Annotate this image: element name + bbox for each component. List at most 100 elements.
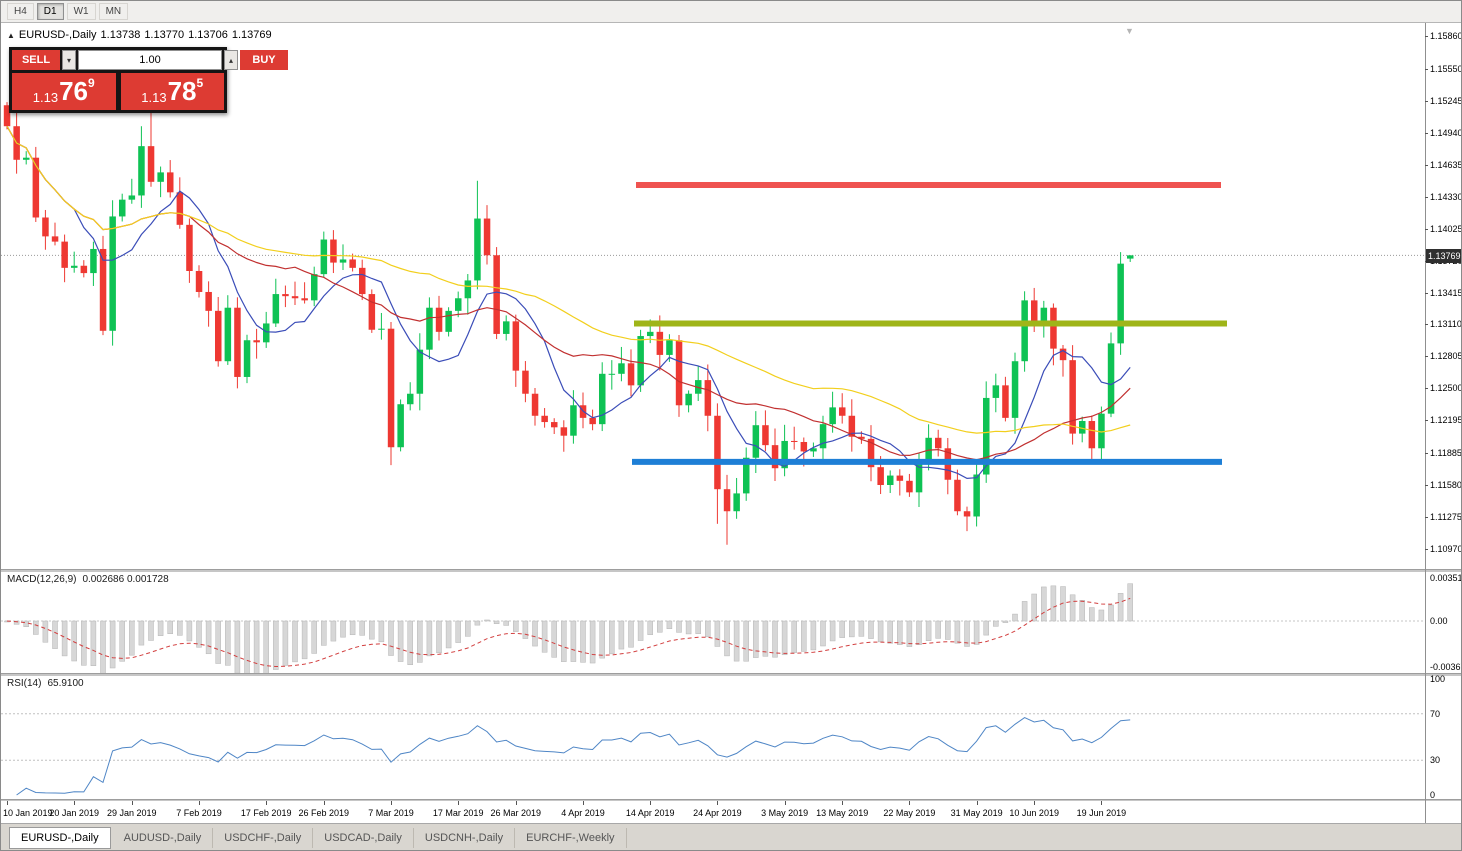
date-tick — [131, 801, 133, 805]
macd-axis-label: 0.00 — [1430, 616, 1448, 626]
chart-tab-audusd[interactable]: AUDUSD-,Daily — [113, 828, 214, 848]
price-axis-label: 1.12500 — [1430, 383, 1462, 394]
chart-tab-usdcnh[interactable]: USDCNH-,Daily — [414, 828, 516, 848]
price-chart-canvas[interactable] — [1, 25, 1425, 569]
ohlc-open: 1.13738 — [100, 29, 141, 41]
timeframe-toolbar: H4 D1 W1 MN — [1, 1, 1461, 23]
date-tick — [7, 801, 8, 805]
macd-axis-label: -0.00367 — [1430, 662, 1462, 672]
chart-tab-usdchf[interactable]: USDCHF-,Daily — [213, 828, 314, 848]
rsi-value: 65.9100 — [47, 678, 84, 689]
date-tick — [266, 801, 268, 805]
macd-axis-label: 0.003518 — [1430, 573, 1461, 583]
chart-tabs-bar: EURUSD-,Daily AUDUSD-,Daily USDCHF-,Daily U… — [1, 823, 1461, 850]
chart-tab-eurusd[interactable]: EURUSD-,Daily — [9, 827, 111, 849]
date-tick — [1101, 801, 1103, 805]
timeframe-button-d1[interactable]: D1 — [36, 3, 64, 20]
chart-tab-usdcad[interactable]: USDCAD-,Daily — [313, 828, 414, 848]
buy-price-sup: 5 — [196, 76, 204, 90]
date-axis-label: 19 Jun 2019 — [1076, 808, 1127, 818]
date-axis-label: 4 Apr 2019 — [561, 808, 605, 818]
price-tick — [1425, 196, 1428, 198]
date-tick — [583, 801, 584, 805]
date-tick — [1034, 801, 1036, 805]
date-tick — [323, 801, 325, 805]
ohlc-high: 1.13770 — [144, 29, 185, 41]
timeframe-button-w1[interactable]: W1 — [66, 3, 96, 20]
date-axis-label: 17 Mar 2019 — [432, 808, 484, 818]
price-tick — [1425, 68, 1428, 70]
macd-panel-canvas[interactable] — [1, 571, 1425, 673]
buy-price-prefix: 1.13 — [141, 90, 167, 105]
title-marker-icon: ▲ — [7, 31, 15, 40]
date-axis-label: 10 Jan 2019 — [3, 808, 53, 818]
date-axis-label: 31 May 2019 — [950, 808, 1003, 818]
price-tick — [1425, 549, 1428, 550]
price-axis-label: 1.11580 — [1430, 480, 1462, 490]
price-axis-label: 1.13110 — [1430, 319, 1462, 330]
price-axis-label: 1.14940 — [1430, 127, 1462, 138]
price-tick — [1425, 100, 1428, 102]
price-axis-label: 1.13415 — [1430, 287, 1462, 298]
rsi-label: RSI(14) 65.9100 — [7, 678, 90, 689]
rsi-axis-label: 100 — [1430, 674, 1446, 684]
price-tick — [1425, 517, 1428, 518]
chart-shift-icon[interactable]: ▼ — [1125, 26, 1134, 36]
date-axis-label: 7 Mar 2019 — [368, 808, 414, 818]
date-tick — [976, 801, 978, 805]
price-axis-label: 1.11275 — [1430, 512, 1462, 522]
price-tick — [1425, 420, 1428, 422]
buy-button[interactable]: BUY — [240, 50, 288, 70]
price-tick — [1425, 453, 1428, 454]
date-tick — [909, 801, 911, 805]
macd-label: MACD(12,26,9) 0.002686 0.001728 — [7, 574, 175, 585]
ohlc-low: 1.13706 — [188, 29, 228, 41]
rsi-panel-canvas[interactable] — [1, 675, 1425, 799]
chart-tab-eurchf[interactable]: EURCHF-,Weekly — [515, 828, 627, 848]
date-tick — [717, 801, 719, 805]
date-axis-label: 20 Jan 2019 — [49, 808, 99, 818]
sell-price-prefix: 1.13 — [32, 90, 59, 105]
date-tick — [842, 801, 844, 805]
date-tick — [391, 801, 392, 805]
date-axis-label: 17 Feb 2019 — [240, 808, 292, 818]
price-axis-label: 1.12195 — [1430, 415, 1462, 426]
date-axis-label: 22 May 2019 — [883, 808, 936, 818]
volume-input[interactable] — [78, 50, 222, 70]
timeframe-button-h4[interactable]: H4 — [7, 3, 34, 20]
date-axis[interactable]: 10 Jan 2019 20 Jan 2019 29 Jan 2019 7 Feb 2… — [1, 801, 1461, 823]
date-axis-label: 14 Apr 2019 — [625, 808, 675, 818]
price-tick — [1425, 132, 1428, 134]
panel-splitter[interactable] — [1, 673, 1461, 676]
rsi-name: RSI(14) — [7, 678, 42, 689]
sell-button[interactable]: SELL — [12, 50, 60, 70]
panel-splitter[interactable] — [1, 569, 1461, 572]
date-tick — [74, 801, 76, 805]
price-axis-label: 1.15245 — [1430, 95, 1462, 106]
ohlc-close: 1.13769 — [231, 29, 272, 41]
date-axis-label: 26 Feb 2019 — [298, 808, 350, 818]
volume-increase-button[interactable]: ▴ — [224, 50, 238, 70]
price-tick — [1425, 164, 1428, 166]
price-axis-label: 1.11885 — [1430, 448, 1462, 458]
sell-price-sup: 9 — [88, 76, 95, 90]
rsi-axis-label: 70 — [1430, 708, 1441, 719]
buy-price[interactable]: 1.13 78 5 — [120, 73, 224, 110]
price-axis-label: 1.15550 — [1430, 63, 1462, 74]
date-tick — [650, 801, 652, 805]
price-tick — [1425, 356, 1428, 358]
sell-price[interactable]: 1.13 76 9 — [12, 73, 116, 110]
price-tick — [1425, 36, 1428, 37]
macd-values: 0.002686 0.001728 — [82, 574, 169, 585]
date-axis-label: 29 Jan 2019 — [107, 808, 157, 818]
price-tick — [1425, 485, 1428, 486]
timeframe-button-mn[interactable]: MN — [98, 3, 129, 20]
date-axis-label: 24 Apr 2019 — [693, 808, 742, 818]
price-axis-label: 1.15860 — [1430, 31, 1462, 41]
volume-dropdown-button[interactable]: ▾ — [62, 50, 76, 70]
price-tick — [1425, 292, 1428, 294]
macd-name: MACD(12,26,9) — [7, 574, 77, 585]
price-axis-label: 1.10970 — [1430, 544, 1462, 554]
